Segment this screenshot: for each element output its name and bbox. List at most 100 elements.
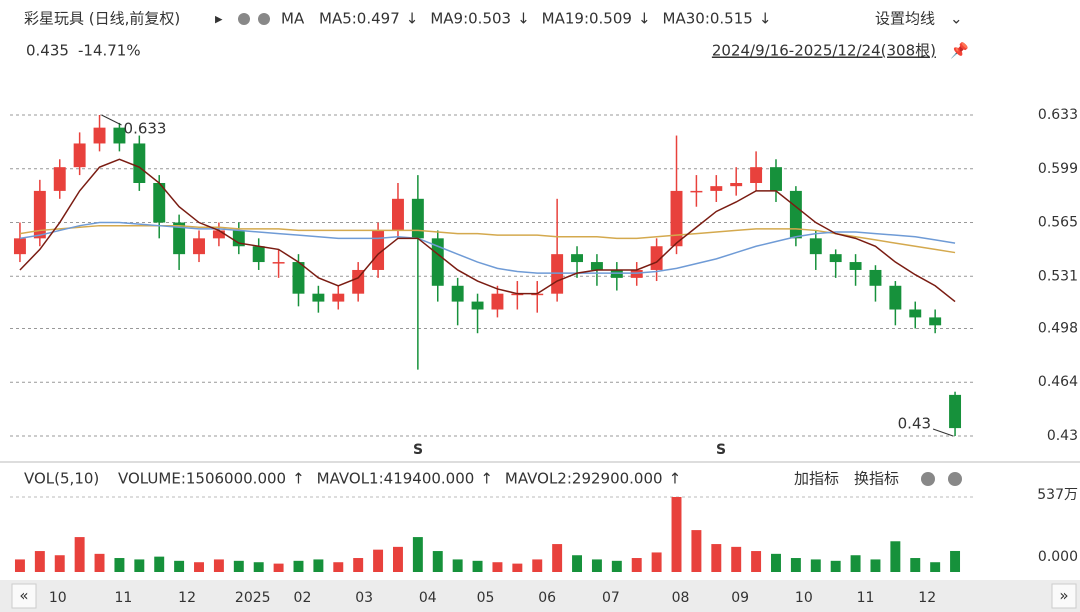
volume-tick-label: 0.000 xyxy=(1038,549,1078,565)
add-indicator[interactable]: 加指标 xyxy=(794,470,839,488)
last-price: 0.435 xyxy=(26,42,69,60)
settings-button[interactable]: 设置均线 xyxy=(875,10,935,28)
candle-body xyxy=(13,238,26,255)
volume-bar xyxy=(14,559,25,572)
volume-bar xyxy=(731,546,742,572)
volume-settings-icon[interactable] xyxy=(921,472,935,486)
settings-icon[interactable] xyxy=(238,13,250,25)
candle-body xyxy=(551,254,564,294)
x-tick-label: 05 xyxy=(477,590,495,606)
x-tick-label: 2025 xyxy=(235,590,271,606)
candle-body xyxy=(173,222,186,255)
candle-body xyxy=(710,186,723,191)
volume-bar xyxy=(34,551,45,572)
x-tick-label: 08 xyxy=(672,590,690,606)
volume-bar xyxy=(174,560,185,572)
volume-bar xyxy=(54,555,65,572)
x-tick-label: 03 xyxy=(355,590,373,606)
candle-body xyxy=(332,293,345,302)
scroll-left[interactable] xyxy=(11,583,37,609)
ma-line xyxy=(19,224,956,254)
legend-arrow: ↓ xyxy=(638,10,651,28)
close-icon[interactable] xyxy=(258,13,270,25)
volume-bar xyxy=(910,558,921,572)
candle-body xyxy=(650,246,663,270)
candle-body xyxy=(312,293,325,302)
candle-body xyxy=(93,127,106,144)
candle-body xyxy=(411,198,424,239)
volume-bar xyxy=(711,544,722,572)
legend-item: VOLUME:1506000.000 xyxy=(118,470,286,488)
y-tick-label: 0.633 xyxy=(1038,107,1078,123)
legend-arrow: ↑ xyxy=(292,470,305,488)
x-tick-label: 12 xyxy=(178,590,196,606)
volume-bar xyxy=(373,549,384,572)
candle-body xyxy=(133,143,146,183)
change: -14.71% xyxy=(78,42,141,60)
scrollbar[interactable] xyxy=(0,580,1080,612)
candle-body xyxy=(829,254,842,263)
dropdown-icon[interactable]: ⌄ xyxy=(950,10,963,28)
volume-bar xyxy=(154,556,165,572)
legend-item: MAVOL1:419400.000 xyxy=(317,470,475,488)
y-tick-label: 0.599 xyxy=(1038,161,1078,177)
x-tick-label: 09 xyxy=(731,590,749,606)
candle-body xyxy=(451,285,464,302)
legend-arrow: ↓ xyxy=(759,10,772,28)
candle-body xyxy=(73,143,86,168)
y-tick-label: 0.464 xyxy=(1038,374,1078,390)
candle-body xyxy=(272,262,285,264)
chart-title: 彩星玩具 (日线,前复权) xyxy=(24,10,180,28)
volume-bar xyxy=(333,562,344,572)
x-tick-label: 06 xyxy=(538,590,556,606)
candle-body xyxy=(352,269,365,294)
candle-body xyxy=(590,262,603,270)
y-tick-label: 0.498 xyxy=(1038,320,1078,336)
switch-indicator[interactable]: 换指标 xyxy=(854,470,899,488)
volume-bar xyxy=(313,559,324,572)
x-tick-label: 07 xyxy=(602,590,620,606)
expand-icon[interactable]: ▸ xyxy=(215,10,223,28)
volume-bar xyxy=(452,559,463,572)
volume-bar xyxy=(850,555,861,572)
legend-arrow: ↓ xyxy=(406,10,419,28)
candle-body xyxy=(730,182,743,187)
range-label[interactable]: 2024/9/16-2025/12/24(308根) xyxy=(712,42,936,60)
volume-bar xyxy=(134,559,145,572)
signal-marker: S xyxy=(716,442,726,458)
x-tick-label: 10 xyxy=(49,590,67,606)
volume-bar xyxy=(830,560,841,572)
x-tick-label: 11 xyxy=(114,590,132,606)
signal-marker: S xyxy=(413,442,423,458)
candle-body xyxy=(232,230,245,247)
legend-item: MA9:0.503 xyxy=(430,10,511,28)
x-tick-label: 11 xyxy=(857,590,875,606)
candle-body xyxy=(252,246,265,263)
candle-body xyxy=(53,167,66,191)
y-tick-label: 0.565 xyxy=(1038,215,1078,231)
candle-body xyxy=(789,190,802,239)
y-tick-label: 0.43 xyxy=(1047,428,1078,444)
scroll-right[interactable] xyxy=(1051,583,1077,609)
volume-bar xyxy=(591,559,602,572)
volume-bar xyxy=(114,558,125,572)
candle-body xyxy=(869,269,882,286)
candle-body xyxy=(491,293,504,310)
legend-item: MA30:0.515 xyxy=(663,10,753,28)
volume-bar xyxy=(74,537,85,572)
volume-bar xyxy=(870,559,881,572)
candle-body xyxy=(292,262,305,294)
volume-close-icon[interactable] xyxy=(948,472,962,486)
candle-body xyxy=(33,190,46,239)
x-tick-label: 12 xyxy=(918,590,936,606)
ma-line xyxy=(19,221,956,274)
legend-item: MAVOL2:292900.000 xyxy=(505,470,663,488)
candle-body xyxy=(630,269,643,278)
candle-body xyxy=(113,127,126,144)
volume-bar xyxy=(631,558,642,572)
pin-icon[interactable]: 📌 xyxy=(950,41,969,60)
y-tick-label: 0.531 xyxy=(1038,268,1078,284)
volume-bar xyxy=(532,559,543,572)
volume-bar xyxy=(213,559,224,572)
